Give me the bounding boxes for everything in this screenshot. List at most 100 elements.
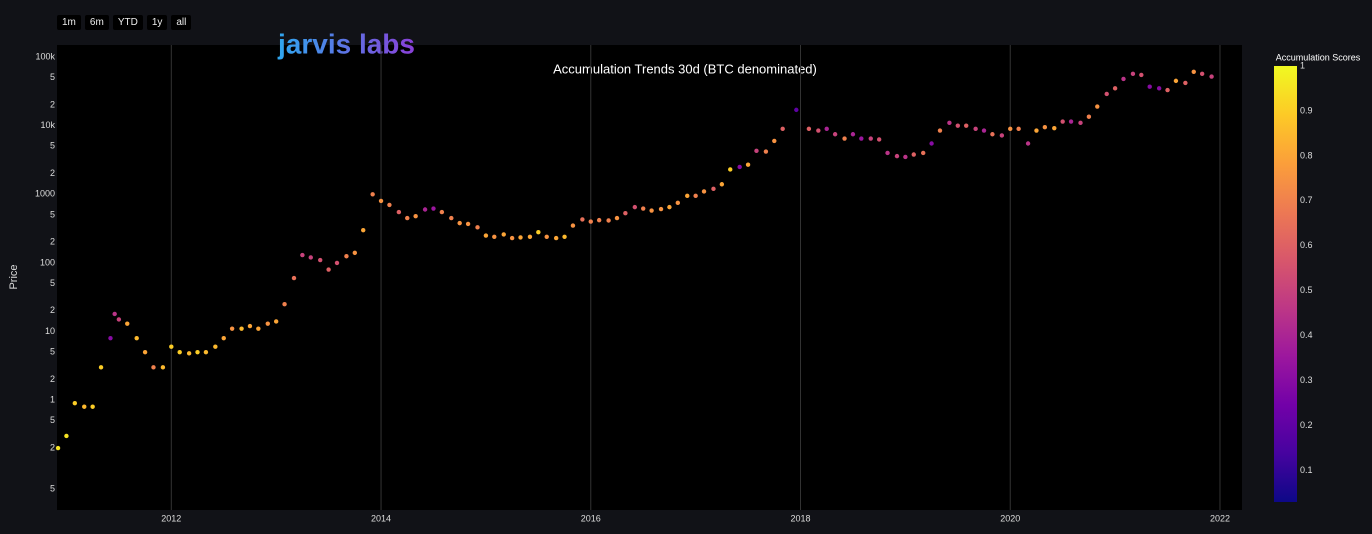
- y-tick-label: 1: [50, 394, 55, 404]
- range-button[interactable]: YTD: [112, 15, 143, 30]
- point: [326, 267, 331, 272]
- point: [265, 321, 270, 326]
- point: [492, 234, 497, 240]
- point: [580, 217, 585, 222]
- colorbar-tick-label: 0.1: [1300, 465, 1313, 475]
- point: [1078, 120, 1083, 126]
- point: [947, 120, 952, 126]
- point: [1191, 69, 1196, 75]
- point: [850, 132, 856, 137]
- point: [658, 206, 664, 212]
- point: [544, 234, 549, 240]
- plot-area: [57, 45, 1242, 510]
- point: [247, 323, 253, 329]
- y-tick-label: 5: [50, 72, 55, 82]
- point: [780, 126, 785, 132]
- point: [824, 126, 829, 132]
- point: [728, 167, 733, 172]
- y-tick-label: 1000: [35, 189, 55, 199]
- point: [352, 250, 358, 256]
- point: [876, 137, 882, 142]
- x-tick-label: 2020: [1000, 513, 1020, 523]
- colorbar-tick-label: 0.6: [1300, 240, 1313, 250]
- x-tick-label: 2014: [371, 513, 391, 523]
- point: [82, 404, 87, 409]
- point: [300, 252, 305, 258]
- logo: jarvis labs: [277, 28, 415, 59]
- point: [229, 326, 235, 331]
- point: [859, 136, 864, 141]
- range-buttons: 1m 6m YTD 1y all: [57, 15, 192, 30]
- point: [701, 189, 707, 194]
- x-tick-label: 2016: [581, 513, 601, 523]
- y-tick-label: 5: [50, 484, 55, 494]
- colorbar-tick-label: 1: [1300, 60, 1305, 70]
- point: [588, 219, 593, 224]
- y-tick-label: 2: [50, 99, 55, 109]
- point: [1016, 126, 1021, 132]
- point: [55, 445, 61, 451]
- point: [772, 138, 777, 144]
- y-tick-label: 100k: [35, 51, 55, 61]
- colorbar-tick-label: 0.3: [1300, 375, 1313, 385]
- range-button[interactable]: 1m: [57, 15, 81, 30]
- point: [1095, 104, 1100, 109]
- range-button[interactable]: 6m: [84, 15, 109, 30]
- point: [606, 218, 611, 223]
- point: [308, 255, 313, 260]
- y-tick-label: 5: [50, 347, 55, 357]
- point: [475, 225, 480, 230]
- point: [1199, 71, 1205, 77]
- point: [990, 132, 995, 137]
- point: [125, 321, 130, 326]
- range-button[interactable]: 1y: [146, 15, 168, 30]
- y-tick-label: 2: [50, 442, 55, 452]
- point: [868, 136, 873, 141]
- point: [1165, 87, 1170, 93]
- point: [929, 141, 934, 146]
- point: [1130, 71, 1136, 77]
- point: [449, 215, 454, 221]
- point: [431, 206, 436, 211]
- point: [334, 260, 340, 266]
- point: [1173, 78, 1179, 84]
- point: [527, 234, 533, 240]
- point: [273, 319, 279, 324]
- point: [1052, 125, 1057, 131]
- point: [745, 162, 751, 167]
- y-tick-label: 2: [50, 237, 55, 247]
- point: [999, 133, 1005, 138]
- point: [72, 401, 78, 406]
- point: [1104, 91, 1109, 97]
- colorbar-tick-label: 0.4: [1300, 330, 1313, 340]
- point: [108, 335, 113, 341]
- point: [1025, 141, 1031, 146]
- point: [1156, 86, 1162, 91]
- point: [1008, 126, 1013, 132]
- point: [509, 235, 515, 241]
- point: [116, 317, 122, 322]
- point: [1139, 72, 1144, 78]
- y-tick-label: 2: [50, 374, 55, 384]
- point: [195, 349, 200, 355]
- point: [1068, 119, 1074, 124]
- point: [675, 200, 681, 206]
- range-button[interactable]: all: [171, 15, 192, 30]
- x-tick-label: 2018: [790, 513, 810, 523]
- point: [806, 126, 812, 132]
- y-tick-label: 10: [45, 326, 55, 336]
- point: [90, 404, 95, 409]
- point: [370, 192, 375, 197]
- point: [361, 227, 366, 233]
- point: [562, 234, 567, 240]
- y-tick-label: 10k: [40, 120, 55, 130]
- point: [518, 235, 523, 240]
- point: [239, 326, 244, 331]
- point: [1209, 74, 1214, 79]
- point: [405, 215, 410, 221]
- y-tick-label: 5: [50, 415, 55, 425]
- point: [142, 349, 148, 355]
- point: [685, 193, 690, 199]
- point: [1042, 125, 1048, 130]
- point: [1112, 86, 1118, 91]
